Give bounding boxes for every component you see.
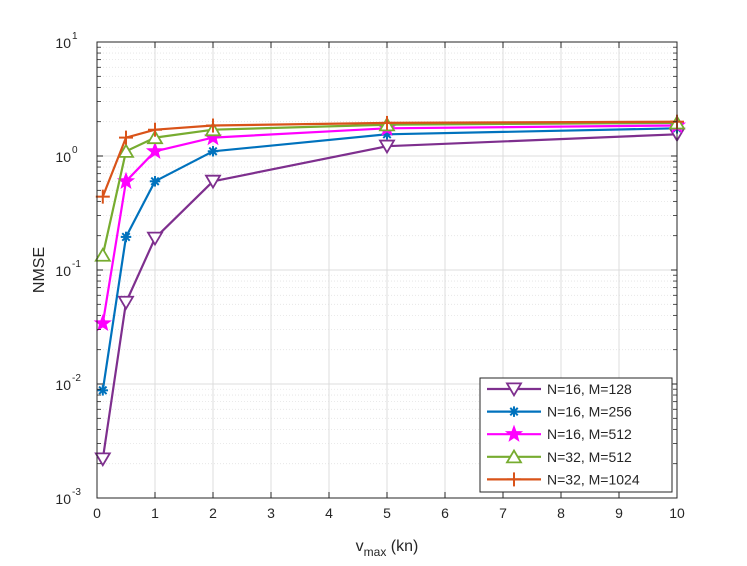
y-tick-label-base: 10 [55,491,71,507]
triangle-up-marker [94,247,112,262]
y-tick-label: 10 [55,491,71,507]
legend-label: N=16, M=512 [547,426,632,442]
asterisk-marker-stroke [509,407,519,417]
y-tick-label: 10 [55,263,71,279]
y-tick-label-base: 10 [55,149,71,165]
x-axis-label-subscript: max [364,545,387,559]
x-tick-label: 10 [669,505,685,521]
data-point [97,385,109,396]
data-point [149,176,161,187]
x-tick-label: 1 [151,505,159,521]
series-line [101,121,678,256]
data-point [380,115,394,130]
y-tick-label: 10 [55,35,71,51]
triangle-up-marker [146,129,164,145]
triangle-down-marker [117,295,135,311]
legend: N=16, M=128 N=16, M=256 N=16, M=512 N=32, M… [479,377,673,493]
data-point [146,231,164,247]
y-tick-label: 10 [55,377,71,393]
legend-label: N=16, M=128 [547,381,632,397]
series-5 [95,114,684,204]
x-tick-label: 8 [557,505,565,521]
axes: 10 -310 -210 -110 010 10 1 2 3 4 5 6 7 8 9 10 [55,31,685,521]
x-axis-label-units: (kn) [386,538,418,555]
data-point [119,130,133,145]
data-point [505,382,523,398]
data-point [206,118,220,133]
legend-item: N=16, M=512 [487,424,632,442]
data-point [145,141,165,159]
y-tick-label-base: 10 [55,377,71,393]
y-tick-label-exponent: 1 [72,31,78,42]
data-point [148,122,162,137]
triangle-down-marker [94,452,112,468]
x-tick-label: 9 [615,505,623,521]
star-marker [504,424,524,442]
data-point [207,146,219,157]
legend-item: N=32, M=512 [487,448,632,465]
y-axis-label: NMSE [31,247,48,293]
legend-label: N=32, M=1024 [547,471,640,487]
legend-item: N=16, M=128 [487,381,632,398]
data-point [117,295,135,311]
x-tick-label: 3 [267,505,275,521]
data-point [120,231,132,243]
x-tick-label: 2 [209,505,217,521]
data-point [204,174,222,190]
legend-label: N=32, M=512 [547,449,632,465]
asterisk-marker-stroke [98,385,108,395]
legend-item: N=32, M=1024 [487,471,640,487]
series-line [101,120,678,198]
y-tick-label-base: 10 [55,35,71,51]
x-axis-label: vmax (kn) [356,538,419,559]
asterisk-marker-stroke [150,176,160,186]
star-marker [145,141,165,159]
y-tick-label-base: 10 [55,263,71,279]
data-point [504,424,524,442]
data-point [117,143,135,158]
series-layer [93,114,687,468]
asterisk-marker-stroke [121,232,131,242]
triangle-up-marker [505,448,523,464]
y-tick-label-exponent: -1 [72,259,81,270]
data-point [378,139,396,155]
series-line [101,133,678,460]
x-tick-label: 5 [383,505,391,521]
y-tick-label-exponent: -3 [72,487,81,498]
y-tick-label: 10 [55,149,71,165]
x-tick-label: 4 [325,505,333,521]
series-line [101,127,678,391]
triangle-down-marker [204,174,222,190]
x-tick-label: 7 [499,505,507,521]
y-tick-label-exponent: 0 [72,145,78,156]
legend-label: N=16, M=256 [547,404,632,420]
triangle-down-marker [378,139,396,155]
y-tick-label-exponent: -2 [72,373,81,384]
data-point [146,129,164,145]
x-axis-label-base: v [356,538,364,555]
data-point [508,406,520,417]
x-tick-label: 6 [441,505,449,521]
triangle-down-marker [146,231,164,247]
data-point [505,448,523,464]
legend-item: N=16, M=256 [487,404,632,420]
series-line [101,124,678,324]
series-1 [94,127,686,468]
asterisk-marker-stroke [208,146,218,156]
x-tick-label: 0 [93,505,101,521]
data-point [95,189,110,204]
data-point [507,472,521,487]
triangle-up-marker [117,143,135,158]
triangle-down-marker [505,382,523,398]
data-point [94,452,112,468]
data-point [94,247,112,262]
